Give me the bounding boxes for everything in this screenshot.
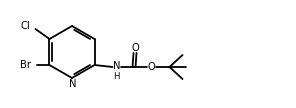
- Text: H: H: [113, 72, 120, 81]
- Text: Cl: Cl: [21, 21, 30, 31]
- Text: Br: Br: [20, 60, 31, 70]
- Text: N: N: [113, 61, 120, 71]
- Text: O: O: [131, 43, 139, 53]
- Text: N: N: [69, 79, 77, 89]
- Text: O: O: [148, 62, 155, 72]
